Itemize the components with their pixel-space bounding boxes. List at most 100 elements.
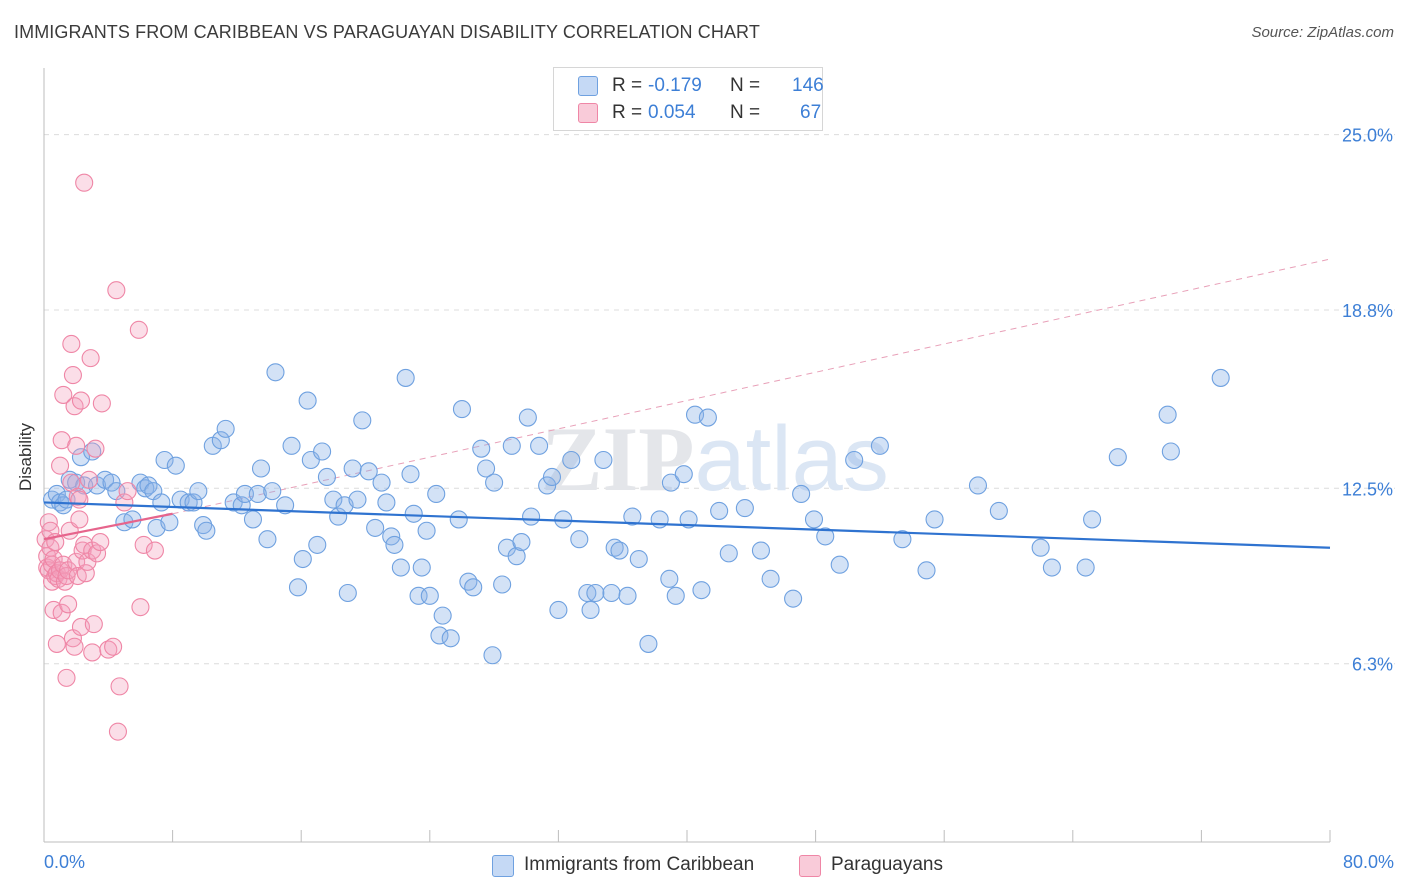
caribbean-point (830, 555, 849, 574)
paraguayan-point (129, 320, 148, 339)
paraguayan-point (81, 349, 100, 368)
paraguayan-point (115, 493, 134, 512)
caribbean-point (155, 450, 174, 470)
caribbean-point (293, 549, 312, 569)
caribbean-point (348, 490, 367, 509)
caribbean-point (1031, 538, 1050, 557)
caribbean-point (761, 569, 780, 588)
paraguayan-point (62, 334, 81, 354)
caribbean-point (452, 400, 472, 419)
caribbean-point (430, 626, 449, 645)
caribbean-point (83, 442, 102, 461)
series-legend: Immigrants from Caribbean Paraguayans (0, 852, 1406, 878)
caribbean-point (989, 501, 1008, 520)
caribbean-point (427, 484, 446, 504)
caribbean-point (197, 521, 216, 540)
caribbean-point (804, 510, 824, 529)
caribbean-point (353, 411, 372, 430)
caribbean-point (417, 521, 436, 540)
caribbean-point (710, 501, 729, 520)
caribbean-point (317, 467, 336, 487)
caribbean-point (530, 436, 549, 455)
paraguayan-point (145, 541, 164, 560)
caribbean-point (538, 476, 557, 495)
caribbean-point (449, 510, 468, 529)
paraguayan-point (118, 482, 137, 501)
caribbean-point (570, 530, 589, 549)
paraguayans-trend-line (43, 512, 173, 541)
paraguayan-point (83, 643, 102, 662)
caribbean-point (102, 473, 121, 492)
caribbean-point (629, 549, 648, 569)
paraguayan-point (71, 391, 91, 410)
caribbean-point (152, 493, 171, 512)
caribbean-point (189, 482, 208, 501)
caribbean-legend-swatch (492, 855, 514, 877)
caribbean-point (870, 436, 889, 455)
paraguayan-point (79, 470, 99, 489)
caribbean-point (522, 507, 541, 526)
paraguayan-point (75, 173, 94, 192)
paraguayan-point (91, 533, 110, 552)
caribbean-point (276, 496, 295, 515)
paraguayan-point (84, 615, 103, 634)
caribbean-point (784, 589, 803, 608)
caribbean-point (751, 541, 770, 560)
caribbean-point (1211, 368, 1230, 387)
caribbean-point (396, 368, 415, 387)
caribbean-point (235, 484, 254, 504)
caribbean-point (288, 578, 308, 597)
n-label: N = (730, 102, 761, 123)
caribbean-point (324, 490, 343, 509)
source-label: Source: ZipAtlas.com (1251, 24, 1394, 41)
caribbean-point (581, 600, 600, 620)
caribbean-point (243, 510, 263, 529)
caribbean-point (372, 473, 391, 492)
paraguayan-point (87, 544, 107, 563)
n-value-paraguayans: 67 (800, 102, 822, 123)
caribbean-point (385, 535, 404, 554)
paraguayans-legend-swatch (799, 855, 821, 877)
caribbean-point (464, 578, 483, 597)
caribbean-point (666, 586, 685, 605)
caribbean-point (139, 476, 158, 495)
paraguayan-point (70, 490, 89, 509)
caribbean-point (586, 583, 605, 603)
caribbean-point (338, 583, 357, 603)
y-tick-label: 12.5% (1342, 479, 1393, 499)
paraguayan-point (70, 510, 89, 529)
trend-lines (43, 501, 1331, 549)
caribbean-point (433, 606, 452, 625)
y-tick-label: 6.3% (1352, 655, 1393, 675)
caribbean-point (472, 439, 491, 458)
caribbean-point (917, 561, 936, 580)
paraguayan-point (107, 281, 126, 300)
x-tick-label-max: 80.0% (1342, 852, 1394, 872)
caribbean-point (211, 431, 230, 450)
caribbean-point (698, 408, 717, 427)
paraguayan-point (57, 668, 76, 687)
caribbean-point (493, 575, 512, 594)
n-value-caribbean: 146 (792, 75, 824, 96)
caribbean-point (404, 504, 423, 523)
paraguayan-point (68, 487, 87, 506)
caribbean-point (605, 538, 624, 557)
caribbean-point (313, 442, 332, 461)
watermark: ZIPatlas (541, 408, 889, 510)
caribbean-point (194, 516, 213, 535)
caribbean-trend-line (43, 501, 1331, 549)
paraguayan-point (86, 439, 105, 458)
axes (43, 68, 1331, 843)
caribbean-point (71, 448, 91, 467)
caribbean-point (1158, 405, 1177, 424)
caribbean-point (502, 436, 521, 455)
caribbean-points (42, 363, 1230, 665)
stats-legend: R = -0.179 N = 146 R = 0.054 N = 67 (553, 67, 824, 131)
caribbean-point (248, 484, 267, 504)
caribbean-point (359, 462, 378, 481)
caribbean-point (610, 541, 629, 560)
y-tick-labels: 6.3% 12.5% 18.8% 25.0% (1342, 126, 1393, 675)
paraguayan-point (108, 722, 127, 741)
caribbean-point (893, 530, 912, 549)
